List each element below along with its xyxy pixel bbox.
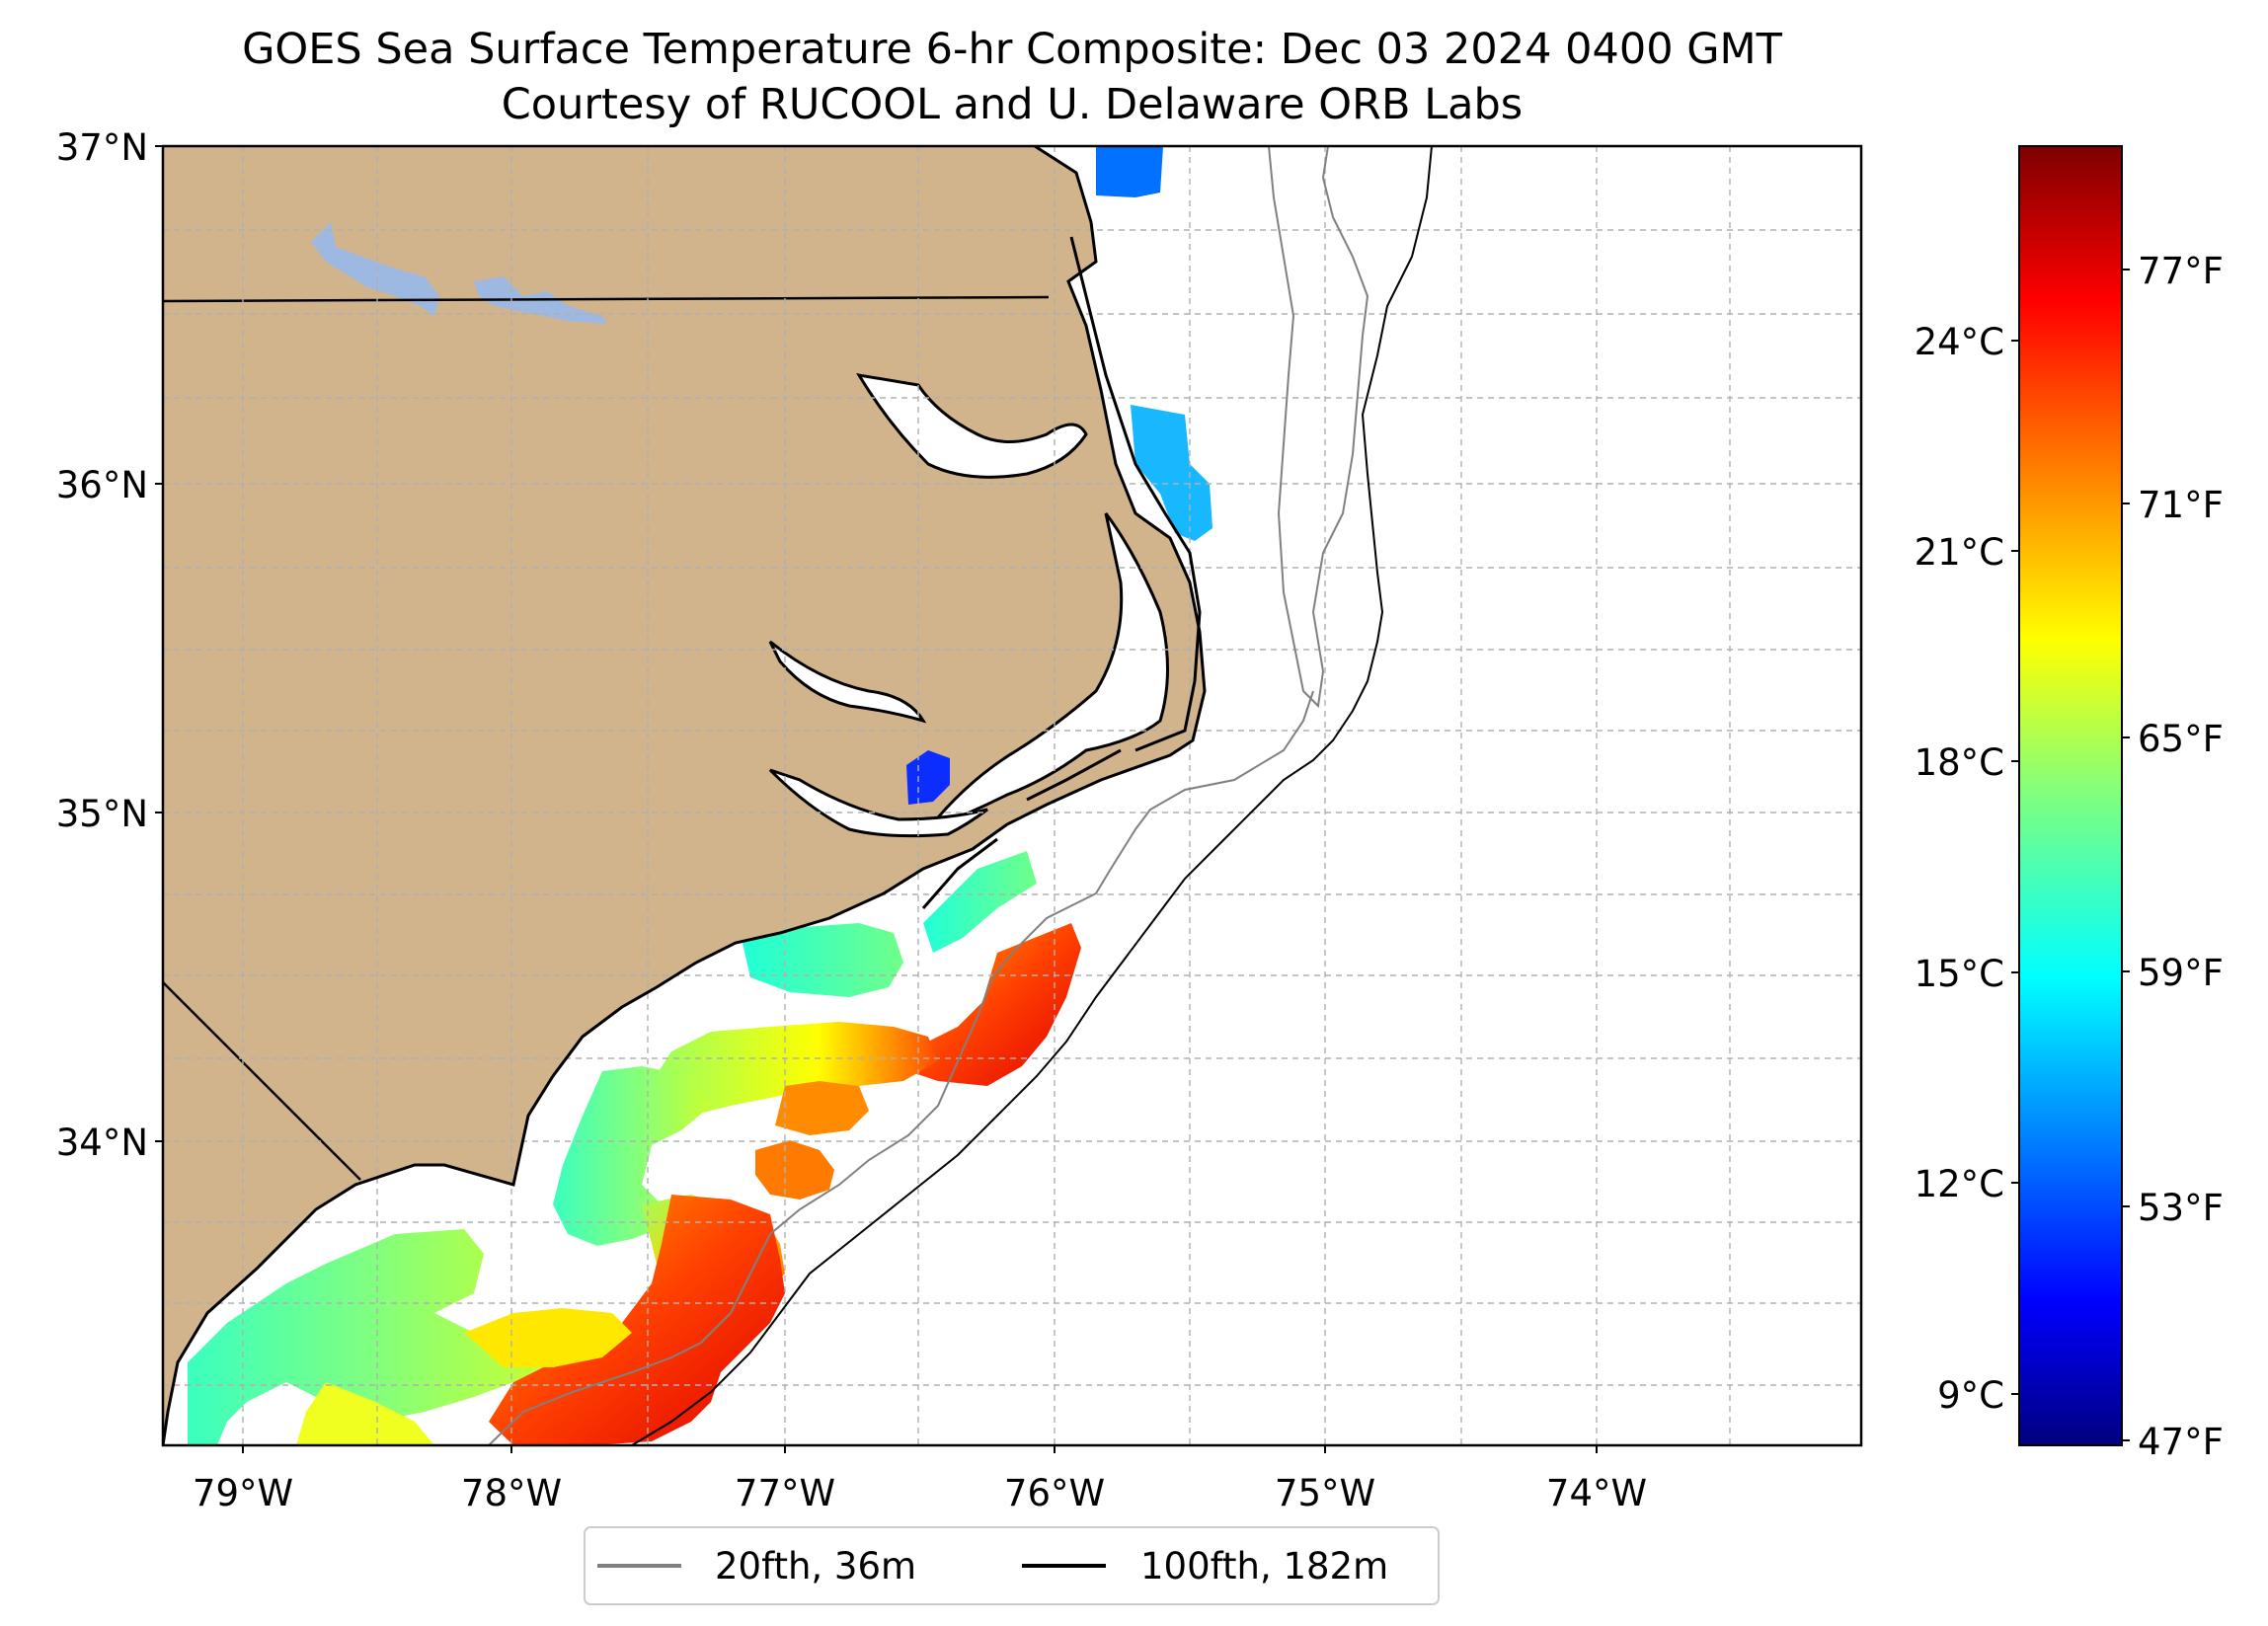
legend-label-20fth: 20fth, 36m: [715, 1545, 916, 1587]
lon-label-78: 78°W: [461, 1472, 562, 1514]
legend-label-100fth: 100fth, 182m: [1140, 1545, 1388, 1587]
lon-label-76: 76°W: [1004, 1472, 1105, 1514]
axis-ticks: [155, 145, 1598, 1453]
chart-subtitle: Courtesy of RUCOOL and U. Delaware ORB L…: [501, 80, 1524, 129]
albemarle-sound: [856, 372, 1088, 479]
colorbar-label-24c: 24°C: [1915, 321, 2004, 363]
lon-label-74: 74°W: [1546, 1472, 1647, 1514]
sst-patch-mid: [637, 1022, 938, 1130]
colorbar-label-12c: 12°C: [1915, 1163, 2004, 1205]
barrier-islands: [921, 236, 1202, 909]
sst-patch-gulfstream-north: [908, 923, 1081, 1086]
colorbar-label-53f: 53°F: [2138, 1187, 2224, 1229]
lat-label-34: 34°N: [56, 1122, 148, 1164]
colorbar-label-47f: 47°F: [2138, 1421, 2224, 1463]
colorbar-label-9c: 9°C: [1937, 1374, 2004, 1417]
pamlico-sound: [923, 512, 1169, 833]
lon-label-75: 75°W: [1275, 1472, 1375, 1514]
sst-patch-gulfstream-south: [489, 1195, 785, 1445]
colorbar-label-59f: 59°F: [2138, 952, 2224, 994]
legend: 20fth, 36m 100fth, 182m: [584, 1526, 1440, 1605]
sst-patch-orange-small: [755, 1140, 834, 1200]
lon-label-79: 79°W: [193, 1472, 293, 1514]
va-nc-border: [163, 295, 1050, 303]
chart-title: GOES Sea Surface Temperature 6-hr Compos…: [242, 25, 1782, 74]
colorbar: [2018, 145, 2123, 1446]
sst-patch-yellow-sw: [296, 1382, 434, 1445]
map-area: [163, 146, 1861, 1445]
map-frame: [161, 144, 1863, 1447]
colorbar-label-65f: 65°F: [2138, 718, 2224, 760]
sst-patch-pamlico: [906, 750, 950, 805]
grid-lines: [163, 146, 1861, 1445]
colorbar-label-71f: 71°F: [2138, 484, 2224, 526]
sst-patch-orange-mid: [775, 1081, 869, 1135]
sst-patch-north: [1096, 146, 1163, 197]
lat-label-35: 35°N: [56, 793, 148, 835]
pamlico-river: [768, 640, 927, 724]
colorbar-label-15c: 15°C: [1915, 953, 2004, 995]
sst-patch-southwest: [188, 1229, 553, 1445]
sst-patch-capelookout: [923, 851, 1037, 953]
sst-patch-longbay: [553, 1066, 711, 1246]
lat-label-36: 36°N: [56, 464, 148, 506]
sst-patch-onslow: [743, 923, 903, 997]
lon-label-77: 77°W: [735, 1472, 835, 1514]
sst-patch-yellow-band: [464, 1308, 632, 1367]
isobath-100fth: [631, 146, 1433, 1445]
nc-sc-border: [163, 981, 361, 1181]
coastline: [163, 146, 1207, 1445]
colorbar-label-18c: 18°C: [1915, 741, 2004, 784]
lat-label-37: 37°N: [56, 126, 148, 169]
sst-patch-outer-banks: [1131, 405, 1212, 541]
lake-gaston: [311, 222, 439, 316]
colorbar-label-21c: 21°C: [1915, 531, 2004, 574]
isobath-20fth: [488, 146, 1369, 1445]
colorbar-label-77f: 77°F: [2138, 250, 2224, 292]
colorbar-ticks: [2011, 269, 2130, 1441]
neuse-river: [768, 768, 988, 838]
